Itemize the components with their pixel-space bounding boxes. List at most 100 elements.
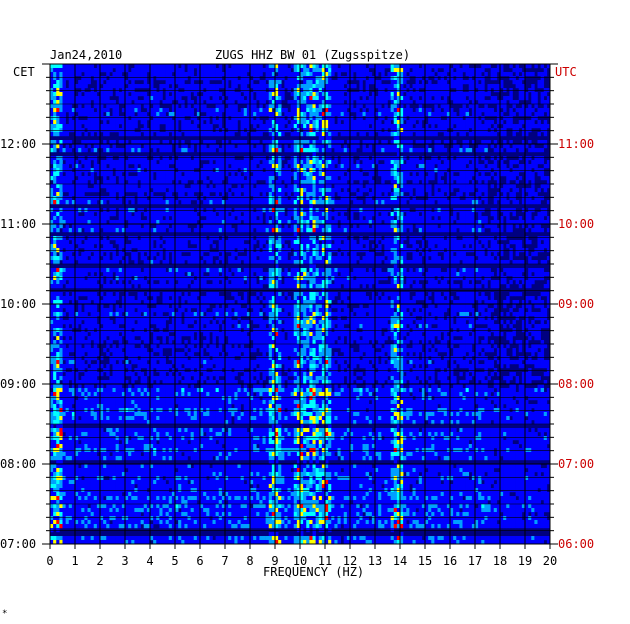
heatmap-cell xyxy=(162,164,166,169)
heatmap-cell xyxy=(434,140,438,145)
heatmap-cell xyxy=(390,108,395,113)
heatmap-cell xyxy=(437,180,441,185)
heatmap-cell xyxy=(81,168,85,173)
heatmap-cell xyxy=(543,164,548,169)
heatmap-cell xyxy=(59,144,63,149)
heatmap-cell xyxy=(503,188,507,193)
heatmap-cell xyxy=(103,132,107,137)
heatmap-cell xyxy=(259,64,263,69)
heatmap-cell xyxy=(381,188,385,193)
heatmap-cell xyxy=(218,92,223,97)
heatmap-cell xyxy=(290,156,295,161)
heatmap-cell xyxy=(225,116,229,121)
heatmap-cell xyxy=(109,68,113,73)
heatmap-cell xyxy=(506,116,510,121)
heatmap-cell xyxy=(281,108,285,113)
heatmap-cell xyxy=(165,124,170,129)
heatmap-cell xyxy=(246,212,251,217)
heatmap-cell xyxy=(346,176,351,181)
heatmap-cell xyxy=(268,72,273,77)
heatmap-cell xyxy=(59,188,63,193)
heatmap-cell xyxy=(146,84,151,89)
heatmap-cell xyxy=(225,140,229,145)
heatmap-cell xyxy=(425,160,429,165)
heatmap-cell xyxy=(112,236,116,241)
heatmap-cell xyxy=(178,92,182,97)
heatmap-cell xyxy=(465,188,470,193)
heatmap-cell xyxy=(343,156,348,161)
heatmap-cell xyxy=(453,216,457,221)
heatmap-cell xyxy=(109,208,113,213)
heatmap-cell xyxy=(309,168,313,173)
heatmap-cell xyxy=(540,156,545,161)
heatmap-cell xyxy=(521,164,526,169)
heatmap-row xyxy=(50,68,548,73)
heatmap-row xyxy=(50,200,551,205)
heatmap-cell xyxy=(396,220,401,225)
heatmap-cell xyxy=(406,76,410,81)
heatmap-cell xyxy=(62,236,66,241)
heatmap-cell xyxy=(456,64,460,69)
heatmap-cell xyxy=(462,80,466,85)
heatmap-cell xyxy=(446,120,451,125)
heatmap-cell xyxy=(115,128,120,133)
heatmap-cell xyxy=(118,236,123,241)
heatmap-cell xyxy=(318,88,323,93)
heatmap-cell xyxy=(112,84,116,89)
heatmap-cell xyxy=(331,84,335,89)
heatmap-cell xyxy=(356,176,360,181)
heatmap-cell xyxy=(271,92,276,97)
heatmap-cell xyxy=(203,184,207,189)
heatmap-cell xyxy=(450,72,454,77)
heatmap-cell xyxy=(259,68,263,73)
heatmap-cell xyxy=(71,112,76,117)
heatmap-cell xyxy=(50,80,54,85)
heatmap-cell xyxy=(381,164,385,169)
heatmap-cell xyxy=(75,128,79,133)
heatmap-cell xyxy=(203,80,207,85)
heatmap-cell xyxy=(434,96,438,101)
heatmap-cell xyxy=(246,164,251,169)
heatmap-cell xyxy=(312,84,316,89)
heatmap-cell xyxy=(309,224,313,229)
heatmap-cell xyxy=(143,124,148,129)
heatmap-cell xyxy=(203,64,207,69)
heatmap-cell xyxy=(468,124,473,129)
heatmap-cell xyxy=(90,132,95,137)
heatmap-cell xyxy=(190,64,195,69)
heatmap-cell xyxy=(356,228,360,233)
heatmap-cell xyxy=(406,92,410,97)
heatmap-cell xyxy=(53,228,57,233)
heatmap-cell xyxy=(350,72,354,77)
heatmap-cell xyxy=(240,200,245,205)
heatmap-cell xyxy=(137,68,141,73)
heatmap-cell xyxy=(250,208,254,213)
heatmap-cell xyxy=(156,184,160,189)
heatmap-cell xyxy=(478,108,482,113)
heatmap-cell xyxy=(143,220,148,225)
heatmap-cell xyxy=(365,212,370,217)
heatmap-cell xyxy=(362,96,366,101)
heatmap-cell xyxy=(109,164,113,169)
heatmap-cell xyxy=(434,84,438,89)
heatmap-cell xyxy=(531,116,535,121)
heatmap-cell xyxy=(178,168,182,173)
heatmap-cell xyxy=(465,208,470,213)
heatmap-cell xyxy=(378,128,382,133)
heatmap-cell xyxy=(109,76,113,81)
heatmap-cell xyxy=(112,140,116,145)
heatmap-cell xyxy=(109,140,113,145)
heatmap-cell xyxy=(209,68,213,73)
heatmap-cell xyxy=(159,188,163,193)
heatmap-cell xyxy=(181,224,185,229)
heatmap-cell xyxy=(484,104,488,109)
heatmap-cell xyxy=(168,180,173,185)
heatmap-cell xyxy=(268,68,273,73)
heatmap-cell xyxy=(221,216,226,221)
heatmap-cell xyxy=(187,72,191,77)
heatmap-cell xyxy=(53,156,57,161)
heatmap-cell xyxy=(337,184,341,189)
heatmap-cell xyxy=(256,112,260,117)
heatmap-cell xyxy=(278,224,282,229)
heatmap-cell xyxy=(71,124,76,129)
